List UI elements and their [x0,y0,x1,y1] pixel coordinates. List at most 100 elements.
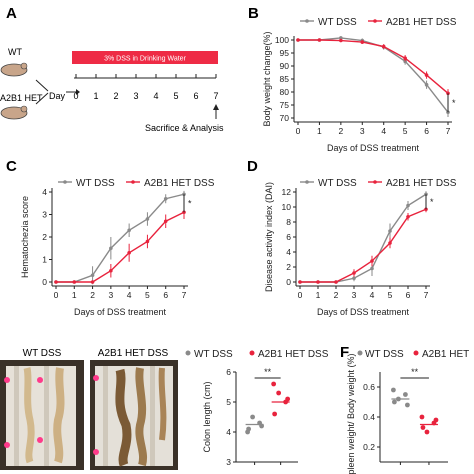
y-tick-label: 2 [42,232,47,242]
legend-label: A2B1 HET DSS [386,17,457,28]
data-point [388,229,392,233]
timeline-day-label: 6 [193,91,198,101]
timeline-ticks: 0 1 2 3 4 5 6 7 [73,74,219,101]
timeline-day-label: 0 [73,91,78,101]
x-tick-label: 0 [54,290,59,300]
data-point [72,280,77,284]
y-tick-label: 95 [280,48,290,58]
data-point [360,40,365,44]
data-point [352,276,356,281]
data-point [370,266,374,271]
legend-label: WT DSS [318,178,357,189]
day-label: Day [49,91,66,101]
data-point [109,268,113,273]
legend-f-het-marker [413,350,419,356]
y-tick-label: 10 [282,202,292,212]
x-tick-label: 6 [406,290,411,300]
y-tick-label: 1 [42,255,47,265]
timeline-day-label: 7 [213,91,218,101]
legend-marker [373,19,377,23]
x-tick-label: 3 [352,290,357,300]
legend-e-wt-marker [185,350,191,356]
sacrifice-label: Sacrifice & Analysis [145,123,224,133]
y-axis-title: Colon length (cm) [202,381,212,452]
x-tick-label: 1 [72,290,77,300]
x-tick-label: 7 [424,290,429,300]
series-line-wt [56,193,185,283]
data-point [370,259,374,263]
legend-marker [373,180,377,184]
significance-mark: * [452,98,456,108]
data-point [163,219,168,224]
data-point [163,196,168,201]
y-tick-label: 75 [280,100,290,110]
data-point [276,390,282,396]
y-tick-label: 6 [286,232,291,242]
photo-label-het: A2B1 HET DSS [98,348,169,359]
y-tick-label: 2 [286,262,291,272]
y-tick-label: 3 [42,210,47,220]
data-point [90,273,95,278]
legend-f-het: A2B1 HET [422,349,469,360]
het-mouse-label: A2B1 HET [0,93,43,103]
y-axis-title: Body weight change(%) [262,31,272,126]
y-tick-label: 0.2 [363,442,375,452]
data-point [316,280,320,284]
y-tick-label: 8 [286,217,291,227]
merge-arrow [35,79,49,105]
data-point [424,429,430,435]
mouse-icon-het [0,105,28,120]
series-line-het [56,211,185,283]
significance-mark: * [188,198,192,208]
y-tick-label: 6 [226,367,231,377]
y-tick-label: 5 [226,397,231,407]
wt-mouse-label: WT [8,47,22,57]
data-point [285,396,291,402]
x-tick-label: 5 [388,290,393,300]
y-tick-label: 12 [282,187,292,197]
legend-e-het: A2B1 HET DSS [258,349,329,360]
x-tick-label: 1 [316,290,321,300]
y-tick-label: 100 [275,35,289,45]
legend-f-wt-marker [357,350,363,356]
x-tick-label: 4 [127,290,132,300]
timeline-day-label: 2 [113,91,118,101]
y-axis-title: Hematochezia score [20,196,30,278]
data-point [381,44,386,49]
colon-photo-het [90,360,178,470]
y-tick-label: 4 [42,187,47,197]
colon-length-chart: 3 4 5 6 Colon length (cm) ** [202,367,298,467]
data-point [145,217,150,221]
x-tick-label: 7 [182,290,187,300]
data-point [127,228,131,233]
x-tick-label: 3 [360,126,365,136]
photo-label-wt: WT DSS [23,348,62,359]
x-tick-label: 4 [381,126,386,136]
x-axis-title: Days of DSS treatment [74,307,167,317]
legend-e-wt: WT DSS [194,349,233,360]
body-weight-chart: 70 75 80 85 90 95 100 0 1 2 3 4 5 6 7 Days of DSS treat… [262,17,457,153]
series-line-wt [300,193,427,283]
data-point [352,271,356,275]
data-point [405,402,410,408]
hematochezia-chart: 0 1 2 3 4 0 1 2 3 4 5 6 7 Days of DSS treatment Hemato… [20,178,215,317]
y-tick-label: 70 [280,113,290,123]
data-point [419,414,425,420]
x-axis-title: Days of DSS treatment [317,307,410,317]
colon-photo-wt [0,360,84,470]
y-axis-title: Disease activity index (DAI) [264,182,274,292]
panel-b-label: B [248,5,259,22]
x-tick-label: 2 [90,290,95,300]
data-point [296,38,300,42]
x-axis-title: Days of DSS treatment [327,143,420,153]
data-point [127,250,131,255]
mouse-icon-wt [0,62,28,77]
series-line-het [298,39,449,94]
data-point [424,73,429,77]
legend-label: A2B1 HET DSS [386,178,457,189]
x-tick-label: 2 [338,126,343,136]
data-point [250,414,256,420]
series-line-het [300,208,427,283]
